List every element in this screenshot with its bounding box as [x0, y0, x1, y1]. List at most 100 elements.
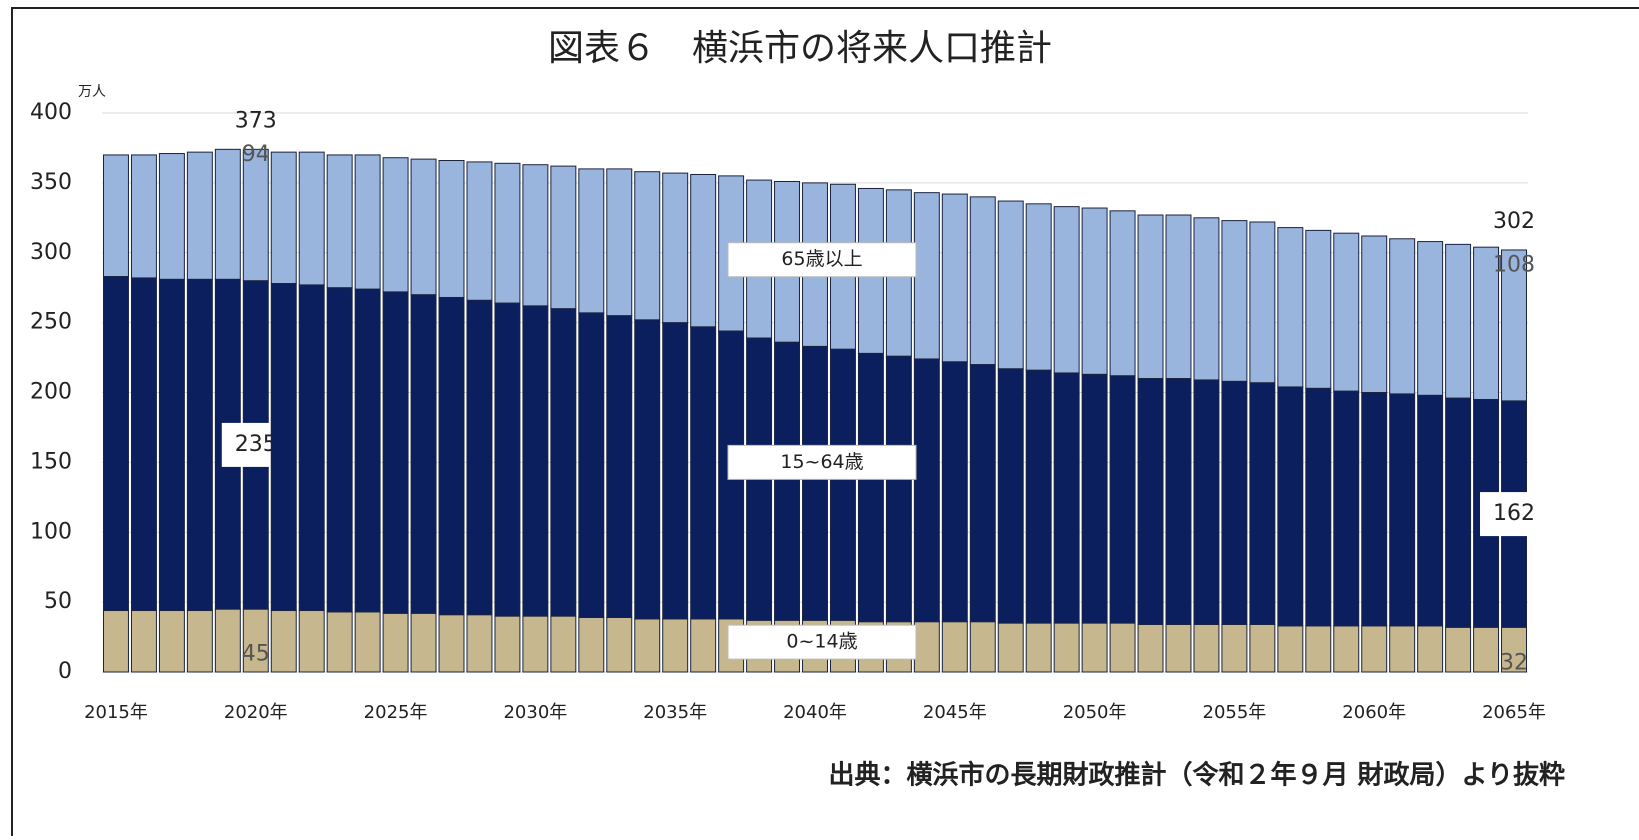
y-tick-label: 150: [30, 449, 72, 474]
value-label: 108: [1493, 252, 1535, 277]
source: 出典：横浜市の長期財政推計（令和２年９月 財政局）より抜粋: [828, 760, 1565, 791]
bar-segment: [941, 361, 968, 623]
value-label: 94: [242, 142, 270, 167]
bar-segment: [550, 308, 577, 617]
bar-segment: [1165, 623, 1192, 673]
bar-segment: [550, 165, 577, 310]
bar-segment: [1305, 387, 1332, 627]
bar-segment: [1501, 626, 1527, 673]
bar-segment: [214, 148, 241, 280]
chart-title: 図表６ 横浜市の将来人口推計: [548, 28, 1052, 69]
bar-segment: [1109, 622, 1136, 673]
bar-segment: [1025, 203, 1052, 371]
legend-label: 65歳以上: [781, 248, 862, 270]
bar-segment: [941, 193, 968, 363]
x-tick-label: 2045年: [923, 702, 987, 723]
bar-segment: [1053, 372, 1080, 624]
bar-segment: [270, 151, 297, 284]
y-tick-label: 350: [30, 170, 72, 195]
bar-segment: [1193, 623, 1220, 673]
value-label: 32: [1500, 651, 1528, 676]
bar-segment: [606, 168, 633, 317]
bar-segment: [1277, 227, 1304, 388]
bar-segment: [382, 157, 409, 293]
bar-segment: [1109, 375, 1136, 624]
bar-segment: [354, 611, 381, 673]
bar-segment: [382, 612, 409, 673]
bar-segment: [1361, 235, 1388, 393]
bar-segment: [410, 294, 437, 614]
bar-segment: [1025, 622, 1052, 673]
value-label-box: [1480, 492, 1549, 537]
series-label-box: [727, 242, 917, 278]
bar-segment: [802, 345, 828, 621]
bar-segment: [438, 614, 465, 673]
bar-segment: [662, 322, 689, 620]
y-tick-label: 250: [30, 310, 72, 335]
x-tick-label: 2015年: [84, 702, 148, 723]
bar-segment: [130, 610, 157, 673]
legend-label: 0~14歳: [786, 631, 857, 653]
x-tick-label: 2060年: [1342, 702, 1406, 723]
bar-segment: [1333, 625, 1360, 673]
bar-segment: [606, 315, 633, 618]
bar-segment: [522, 615, 549, 673]
bar-segment: [158, 278, 185, 612]
bar-segment: [997, 368, 1024, 624]
bar-segment: [1333, 390, 1360, 627]
bar-segment: [997, 200, 1024, 370]
x-tick-label: 2030年: [503, 702, 567, 723]
bar-segment: [606, 616, 633, 673]
bar-segment: [690, 173, 717, 328]
bar-segment: [158, 153, 185, 280]
bar-segment: [1445, 243, 1472, 399]
x-tick-label: 2020年: [224, 702, 288, 723]
bar-segment: [1137, 378, 1164, 625]
bar-segment: [1501, 249, 1527, 402]
bar-segment: [1445, 626, 1472, 673]
bar-segment: [326, 611, 353, 673]
x-tick-label: 2055年: [1203, 702, 1267, 723]
bar-segment: [298, 151, 325, 286]
bar-segment: [1221, 623, 1248, 673]
value-label: 235: [235, 432, 277, 457]
x-tick-label: 2035年: [643, 702, 707, 723]
bar-segment: [969, 196, 996, 366]
bar-segment: [997, 622, 1024, 673]
y-tick-label: 100: [30, 519, 72, 544]
bar-segment: [466, 161, 493, 301]
bar-segment: [186, 610, 213, 673]
bar-segment: [1249, 382, 1276, 625]
bar-segment: [1165, 214, 1192, 380]
bar-segment: [354, 154, 381, 290]
bar-segment: [1333, 232, 1360, 392]
bar-segment: [969, 364, 996, 623]
frame: [11, 7, 1639, 840]
bar-segment: [1417, 625, 1444, 673]
bar-segment: [1417, 394, 1444, 627]
bar-segment: [130, 277, 157, 612]
bar-segment: [1165, 378, 1192, 625]
x-tick-label: 2040年: [783, 702, 847, 723]
bar-segment: [382, 291, 409, 614]
y-tick-label: 200: [30, 380, 72, 405]
bar-segment: [662, 618, 689, 673]
bar-segment: [913, 358, 940, 623]
bar-segment: [941, 621, 968, 673]
bar-segment: [634, 319, 661, 620]
bar-segment: [1305, 625, 1332, 673]
bar-segment: [857, 352, 884, 623]
bar-segment: [1305, 229, 1332, 389]
bar-segment: [242, 148, 269, 282]
value-label: 162: [1493, 501, 1535, 526]
bar-segment: [326, 154, 353, 289]
bar-segment: [1473, 626, 1500, 673]
bar-segment: [270, 610, 297, 673]
bar-segment: [1361, 392, 1388, 627]
bar-segment: [913, 621, 940, 673]
bar-segment: [1053, 622, 1080, 673]
bar-segment: [1081, 373, 1108, 624]
bar-segment: [103, 276, 129, 612]
bar-segment: [186, 151, 213, 280]
